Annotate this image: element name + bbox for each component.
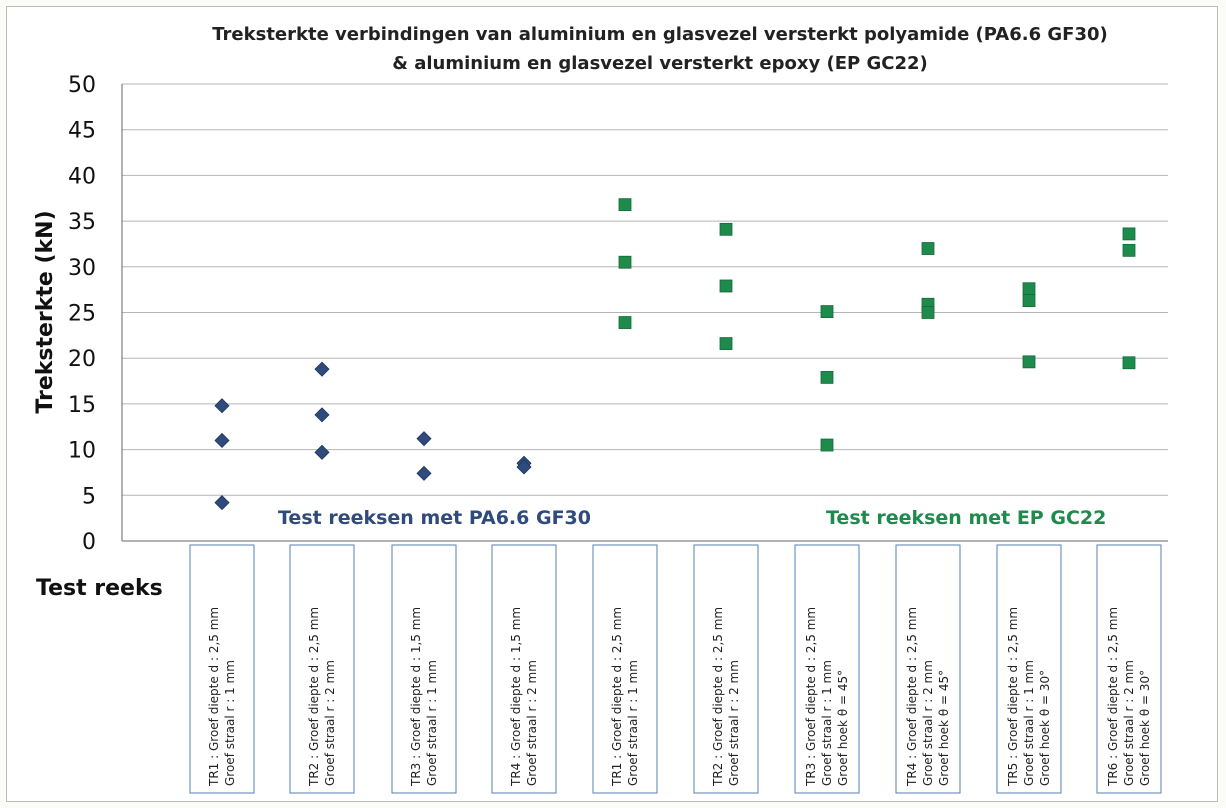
- data-point-square: [820, 370, 834, 384]
- data-point-square: [719, 222, 733, 236]
- y-tick-label: 15: [68, 393, 96, 418]
- data-point-diamond: [516, 459, 532, 475]
- y-tick-label: 5: [82, 484, 96, 509]
- data-point-diamond: [314, 444, 330, 460]
- data-point-diamond: [314, 407, 330, 423]
- category-box: [592, 544, 658, 794]
- data-point-square: [1022, 282, 1036, 296]
- category-box: [996, 544, 1062, 794]
- category-label: TR4 : Groef diepte d : 1,5 mm Groef straa…: [491, 544, 557, 794]
- category-label-line: TR3 : Groef diepte d : 2,5 mm: [804, 607, 818, 787]
- y-tick-label: 45: [68, 119, 96, 144]
- category-box: [1096, 544, 1162, 794]
- data-point-diamond: [416, 465, 432, 481]
- category-label-line: Groef straal r : 1 mm: [820, 660, 834, 786]
- category-label-line: Groef straal r : 2 mm: [525, 660, 539, 786]
- category-labels: TR1 : Groef diepte d : 2,5 mm Groef straa…: [189, 544, 1162, 794]
- category-label-line: Groef straal r : 1 mm: [626, 660, 640, 786]
- category-label-line: Groef straal r : 1 mm: [1022, 660, 1036, 786]
- category-label: TR5 : Groef diepte d : 2,5 mm Groef straa…: [996, 544, 1062, 794]
- data-point-square: [618, 316, 632, 329]
- category-box: [794, 544, 860, 794]
- category-label-line: TR5 : Groef diepte d : 2,5 mm: [1006, 607, 1020, 787]
- data-point-square: [1122, 243, 1136, 257]
- x-axis-label: Test reeks: [36, 576, 163, 601]
- category-label-line: Groef hoek θ = 30°: [1138, 670, 1152, 786]
- data-point-square: [921, 242, 935, 255]
- category-label-line: Groef hoek θ = 30°: [1038, 670, 1052, 786]
- category-label-line: TR6 : Groef diepte d : 2,5 mm: [1106, 607, 1120, 787]
- y-axis-label: Treksterkte (kN): [33, 210, 58, 413]
- y-tick-label: 25: [68, 302, 96, 327]
- data-point-square: [719, 337, 733, 350]
- category-label-line: Groef hoek θ = 45°: [836, 670, 850, 786]
- category-box: [391, 544, 457, 794]
- category-label-line: Groef hoek θ = 45°: [937, 670, 951, 786]
- data-point-square: [1122, 227, 1136, 241]
- category-label-line: Groef straal r : 2 mm: [727, 660, 741, 786]
- category-label: TR1 : Groef diepte d : 2,5 mm Groef straa…: [189, 544, 255, 794]
- data-points: [214, 198, 1136, 511]
- category-label: TR6 : Groef diepte d : 2,5 mm Groef straa…: [1096, 544, 1162, 794]
- chart-title-line-1: Treksterkte verbindingen van aluminium e…: [212, 24, 1108, 45]
- data-point-square: [618, 255, 632, 269]
- data-point-square: [820, 438, 834, 452]
- data-point-square: [719, 279, 733, 293]
- category-box: [289, 544, 355, 794]
- y-tick-label: 40: [68, 164, 96, 189]
- category-label-line: TR3 : Groef diepte d : 1,5 mm: [409, 607, 423, 787]
- category-label-line: TR2 : Groef diepte d : 2,5 mm: [711, 607, 725, 787]
- annotation-epgc22: Test reeksen met EP GC22: [826, 507, 1106, 529]
- data-point-diamond: [416, 431, 432, 447]
- data-point-square: [1122, 356, 1136, 370]
- category-label-line: Groef straal r : 2 mm: [921, 660, 935, 786]
- data-point-diamond: [314, 361, 330, 377]
- category-label: TR3 : Groef diepte d : 1,5 mm Groef straa…: [391, 544, 457, 794]
- category-box: [895, 544, 961, 794]
- y-tick-label: 0: [82, 530, 96, 555]
- chart-title-line-2: & aluminium en glasvezel versterkt epoxy…: [392, 53, 927, 74]
- y-tick-label: 50: [68, 73, 96, 98]
- category-label: TR1 : Groef diepte d : 2,5 mm Groef straa…: [592, 544, 658, 794]
- data-point-diamond: [214, 398, 230, 414]
- category-label-line: TR2 : Groef diepte d : 2,5 mm: [307, 607, 321, 787]
- category-label: TR4 : Groef diepte d : 2,5 mm Groef straa…: [895, 544, 961, 794]
- category-label: TR2 : Groef diepte d : 2,5 mm Groef straa…: [693, 544, 759, 794]
- chart-title: Treksterkte verbindingen van aluminium e…: [212, 24, 1108, 74]
- category-label-line: Groef straal r : 2 mm: [1122, 660, 1136, 786]
- y-tick-label: 10: [68, 439, 96, 464]
- category-label-line: TR4 : Groef diepte d : 1,5 mm: [509, 607, 523, 787]
- category-label-line: Groef straal r : 2 mm: [323, 660, 337, 786]
- category-box: [189, 544, 255, 794]
- category-label-line: TR1 : Groef diepte d : 2,5 mm: [207, 607, 221, 787]
- annotation-pa66: Test reeksen met PA6.6 GF30: [278, 507, 591, 529]
- data-point-square: [921, 306, 935, 319]
- data-point-square: [1022, 355, 1036, 369]
- data-point-square: [820, 305, 834, 318]
- gridlines: [121, 83, 1168, 542]
- category-box: [491, 544, 557, 794]
- category-label-line: TR1 : Groef diepte d : 2,5 mm: [610, 607, 624, 787]
- category-label-line: Groef straal r : 1 mm: [223, 660, 237, 786]
- y-tick-label: 20: [68, 347, 96, 372]
- data-point-diamond: [214, 432, 230, 449]
- data-point-square: [1022, 294, 1036, 308]
- category-label: TR3 : Groef diepte d : 2,5 mm Groef straa…: [794, 544, 860, 794]
- y-tick-label: 30: [68, 256, 96, 281]
- category-label-line: Groef straal r : 1 mm: [425, 660, 439, 786]
- data-point-square: [618, 198, 632, 212]
- category-label: TR2 : Groef diepte d : 2,5 mm Groef straa…: [289, 544, 355, 794]
- category-box: [693, 544, 759, 794]
- y-axis-ticks: 0 5 10 15 20 25 30 35 40 45 50: [68, 73, 96, 555]
- y-tick-label: 35: [68, 210, 96, 235]
- data-point-diamond: [214, 495, 230, 511]
- category-label-line: TR4 : Groef diepte d : 2,5 mm: [905, 607, 919, 787]
